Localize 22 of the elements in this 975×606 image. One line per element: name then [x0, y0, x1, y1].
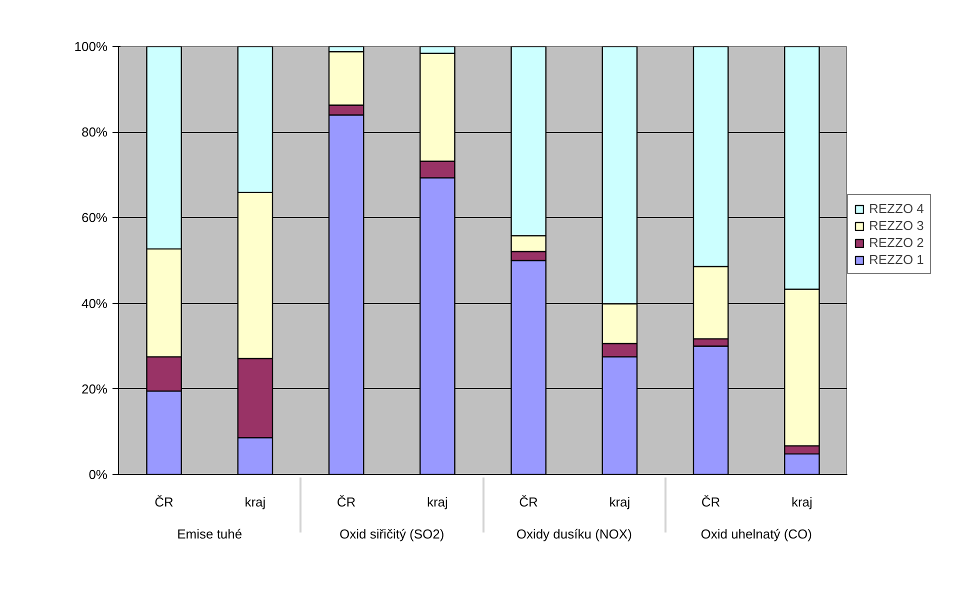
x-tick-label: ČR [701, 494, 720, 510]
y-tick-label: 60% [81, 210, 108, 226]
x-tick-label: kraj [609, 494, 630, 510]
text: Oxidy dusíku (NOX) [516, 526, 632, 542]
y-tick-label: 100% [74, 39, 108, 54]
x-tick-label: kraj [244, 494, 266, 510]
text: Oxid uhelnatý (CO) [700, 526, 812, 542]
x-tick-label: ČR [519, 494, 538, 510]
y-tick-label: 20% [81, 381, 108, 396]
text: Oxid siřičitý (SO2) [340, 526, 444, 542]
y-tick-label: 80% [81, 124, 108, 140]
text: Emise tuhé [177, 526, 242, 542]
y-tick-label: 0% [88, 467, 108, 482]
legend-label: REZZO 3 [869, 218, 924, 233]
x-tick-label: ČR [154, 494, 174, 510]
legend-label: REZZO 4 [869, 201, 924, 216]
y-tick-label: 40% [81, 296, 108, 311]
x-tick-label: ČR [336, 494, 356, 510]
x-tick-label: kraj [791, 494, 813, 510]
legend-label: REZZO 2 [869, 235, 924, 250]
x-tick-label: kraj [426, 494, 448, 510]
legend-label: REZZO 1 [869, 252, 924, 267]
